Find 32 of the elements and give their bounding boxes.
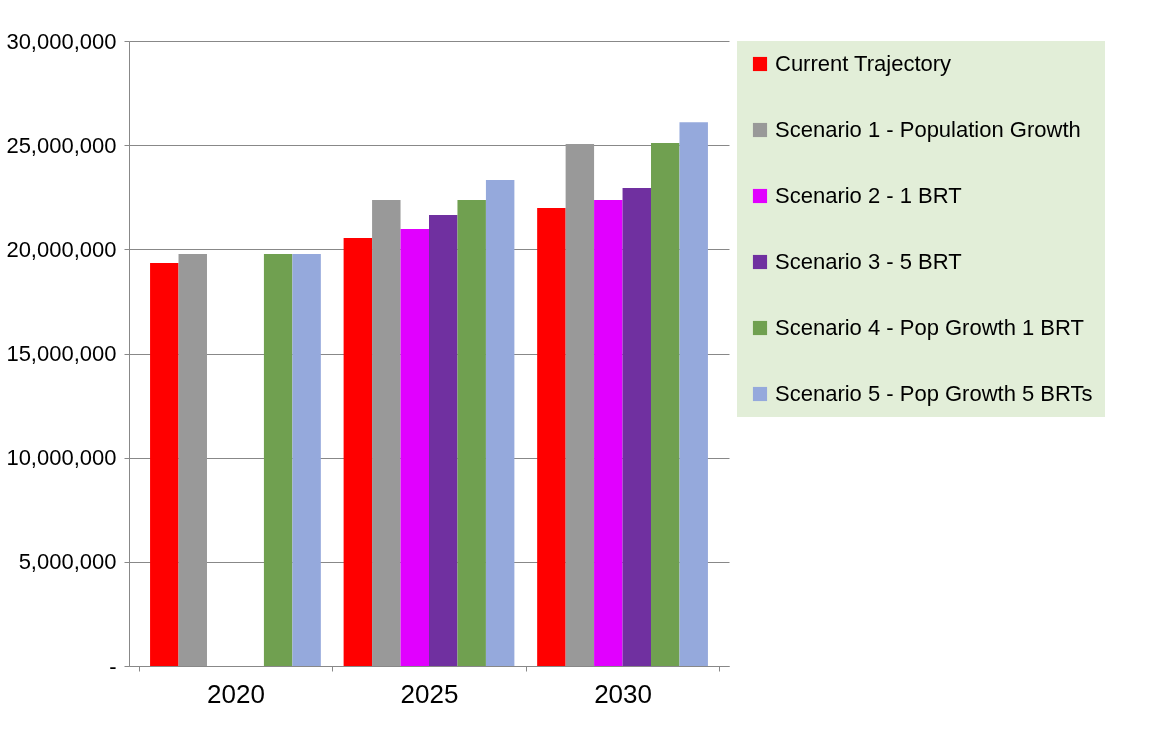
x-tick-label: 2020 [207,678,265,709]
y-tick-label: 5,000,000 [18,549,117,575]
bar [400,228,429,666]
legend-label: Scenario 2 - 1 BRT [775,183,962,208]
legend-label: Scenario 4 - Pop Growth 1 BRT [775,315,1084,340]
bar [457,199,486,666]
bar [178,253,207,666]
y-tick-label: - [109,653,117,679]
y-tick-label: 15,000,000 [6,341,117,366]
bar [622,187,652,666]
y-tick-label: 25,000,000 [6,132,117,158]
bar [485,179,515,666]
bar [343,237,373,666]
legend-label: Scenario 3 - 5 BRT [775,249,962,274]
legend-label: Scenario 5 - Pop Growth 5 BRTs [775,381,1093,406]
bar [150,262,179,666]
legend-label: Scenario 1 - Population Growth [775,117,1081,142]
legend-label: Current Trajectory [775,51,952,76]
x-tick-label: 2030 [594,678,652,709]
y-tick-label: 10,000,000 [6,445,117,471]
bar [429,214,458,666]
bar [651,143,680,666]
bar [537,207,566,666]
y-tick-label: 20,000,000 [6,236,117,262]
bar [679,122,708,666]
bar [594,199,623,666]
bar [372,199,401,666]
bar [292,253,321,666]
bar [565,143,595,666]
x-tick-label: 2025 [400,678,459,709]
y-tick-label: 30,000,000 [6,28,117,54]
bar [263,253,293,666]
